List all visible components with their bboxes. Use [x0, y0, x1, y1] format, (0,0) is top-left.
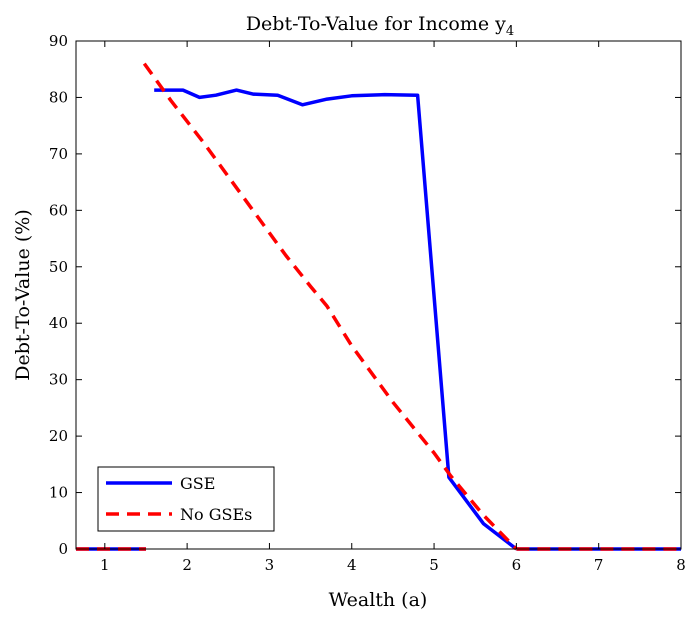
x-tick-label: 6 — [512, 556, 522, 574]
y-axis-label: Debt-To-Value (%) — [12, 209, 34, 380]
y-tick-label: 70 — [49, 145, 68, 163]
y-tick-label: 50 — [49, 258, 68, 276]
y-tick-label: 90 — [49, 32, 68, 50]
y-tick-label: 0 — [58, 540, 68, 558]
y-tick-label: 20 — [49, 427, 68, 445]
x-axis-label: Wealth (a) — [329, 589, 428, 611]
series-line-gse — [154, 88, 518, 551]
legend-label-no-gses: No GSEs — [180, 505, 252, 524]
series-line-no-gses — [142, 62, 518, 551]
x-tick-label: 7 — [594, 556, 604, 574]
chart-title: Debt-To-Value for Income y4 — [246, 13, 514, 39]
legend-box — [97, 466, 275, 532]
x-tick-label: 2 — [182, 556, 192, 574]
y-tick-label: 40 — [49, 314, 68, 332]
y-tick-label: 80 — [49, 88, 68, 106]
legend-label-gse: GSE — [180, 474, 215, 493]
y-tick-label: 10 — [49, 484, 68, 502]
x-axis: 1 2 3 4 5 6 7 8 — [100, 41, 686, 574]
x-tick-label: 1 — [100, 556, 110, 574]
x-tick-label: 8 — [676, 556, 686, 574]
y-axis: 0 10 20 30 40 50 60 70 80 90 — [49, 32, 681, 558]
y-tick-label: 30 — [49, 371, 68, 389]
y-tick-label: 60 — [49, 201, 68, 219]
x-tick-label: 4 — [347, 556, 357, 574]
plot-frame — [75, 40, 682, 550]
legend: GSE No GSEs — [97, 466, 275, 532]
x-tick-label: 3 — [265, 556, 275, 574]
x-tick-label: 5 — [429, 556, 439, 574]
